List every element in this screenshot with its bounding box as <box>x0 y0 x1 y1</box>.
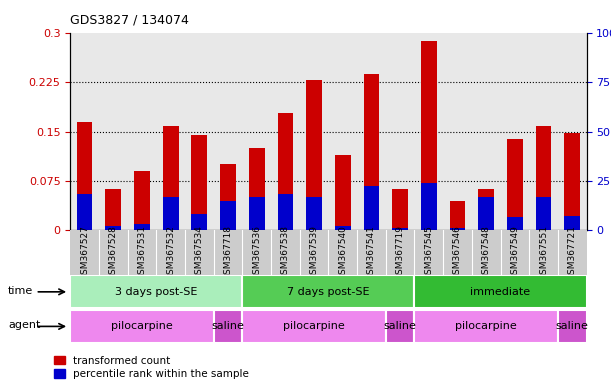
Bar <box>106 226 121 230</box>
Bar <box>507 217 523 230</box>
Bar <box>214 310 243 343</box>
Legend: transformed count, percentile rank within the sample: transformed count, percentile rank withi… <box>54 356 249 379</box>
Bar <box>478 189 494 230</box>
Bar <box>249 148 265 230</box>
Text: time: time <box>8 286 33 296</box>
Bar <box>364 185 379 230</box>
Bar <box>106 189 121 230</box>
Bar <box>507 139 523 230</box>
Bar <box>450 228 466 230</box>
Text: saline: saline <box>556 321 588 331</box>
Text: GSM367718: GSM367718 <box>224 225 233 280</box>
Bar <box>77 194 92 230</box>
Bar <box>249 197 265 230</box>
Bar <box>163 126 178 230</box>
Text: GSM367527: GSM367527 <box>80 225 89 280</box>
Bar <box>277 113 293 230</box>
Text: immediate: immediate <box>470 287 530 297</box>
Bar <box>70 310 214 343</box>
Bar <box>414 275 587 308</box>
Bar <box>536 197 551 230</box>
Text: saline: saline <box>211 321 244 331</box>
Text: pilocarpine: pilocarpine <box>111 321 173 331</box>
Bar <box>558 310 587 343</box>
Bar <box>421 41 437 230</box>
Bar <box>220 164 236 230</box>
Bar <box>335 226 351 230</box>
Text: 7 days post-SE: 7 days post-SE <box>287 287 370 297</box>
Text: GSM367545: GSM367545 <box>424 225 433 280</box>
Text: agent: agent <box>8 320 40 330</box>
Text: saline: saline <box>384 321 417 331</box>
Text: GSM367538: GSM367538 <box>281 225 290 280</box>
Text: pilocarpine: pilocarpine <box>283 321 345 331</box>
Text: pilocarpine: pilocarpine <box>455 321 517 331</box>
Text: 3 days post-SE: 3 days post-SE <box>115 287 197 297</box>
Bar <box>134 171 150 230</box>
Text: GSM367536: GSM367536 <box>252 225 262 280</box>
Bar <box>306 80 322 230</box>
Text: GSM367534: GSM367534 <box>195 225 204 280</box>
Bar <box>565 133 580 230</box>
Bar <box>392 189 408 230</box>
Bar <box>565 216 580 230</box>
Text: GSM367551: GSM367551 <box>539 225 548 280</box>
Bar <box>335 155 351 230</box>
Bar <box>386 310 414 343</box>
Bar <box>392 228 408 230</box>
Bar <box>191 214 207 230</box>
Bar <box>70 275 243 308</box>
Bar <box>450 201 466 230</box>
Text: GSM367549: GSM367549 <box>510 225 519 280</box>
Text: GSM367546: GSM367546 <box>453 225 462 280</box>
Text: GSM367719: GSM367719 <box>395 225 404 280</box>
Bar <box>220 201 236 230</box>
Text: GSM367548: GSM367548 <box>481 225 491 280</box>
Bar <box>243 310 386 343</box>
Bar <box>191 135 207 230</box>
Bar <box>421 183 437 230</box>
Text: GDS3827 / 134074: GDS3827 / 134074 <box>70 13 189 26</box>
Bar <box>536 126 551 230</box>
Bar <box>163 197 178 230</box>
Bar <box>478 197 494 230</box>
Text: GSM367528: GSM367528 <box>109 225 118 280</box>
Text: GSM367531: GSM367531 <box>137 225 147 280</box>
Text: GSM367541: GSM367541 <box>367 225 376 280</box>
Text: GSM367539: GSM367539 <box>310 225 318 280</box>
Text: GSM367532: GSM367532 <box>166 225 175 280</box>
Bar <box>306 197 322 230</box>
Bar <box>364 73 379 230</box>
Text: GSM367721: GSM367721 <box>568 225 577 280</box>
Bar <box>77 122 92 230</box>
Bar <box>134 224 150 230</box>
Bar <box>414 310 558 343</box>
Bar <box>243 275 414 308</box>
Bar <box>277 194 293 230</box>
Text: GSM367540: GSM367540 <box>338 225 347 280</box>
